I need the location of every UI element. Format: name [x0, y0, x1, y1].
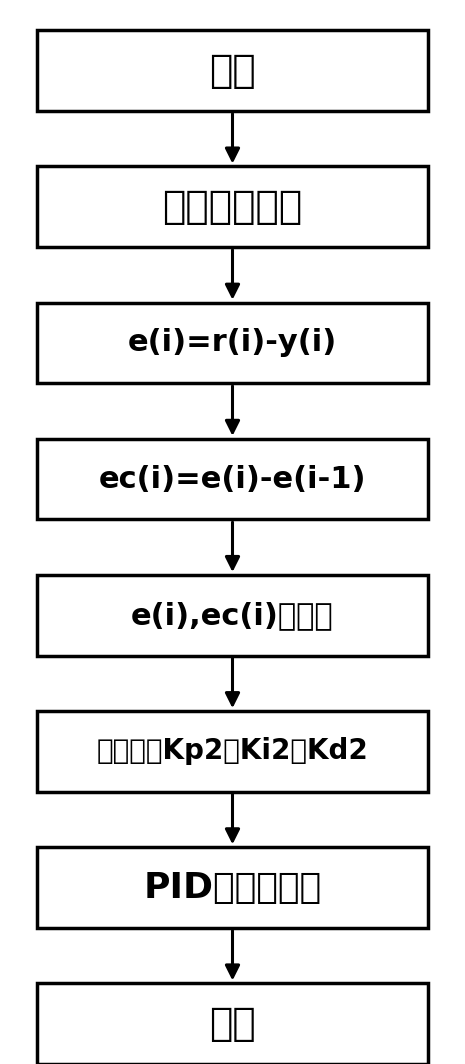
Text: e(i)=r(i)-y(i): e(i)=r(i)-y(i) — [128, 329, 337, 358]
Text: PID控制器输出: PID控制器输出 — [143, 870, 322, 904]
FancyBboxPatch shape — [37, 847, 428, 928]
FancyBboxPatch shape — [37, 983, 428, 1064]
FancyBboxPatch shape — [37, 166, 428, 247]
FancyBboxPatch shape — [37, 302, 428, 383]
Text: 返回: 返回 — [209, 1004, 256, 1043]
FancyBboxPatch shape — [37, 575, 428, 655]
FancyBboxPatch shape — [37, 711, 428, 792]
Text: 模糊整定Kp2，Ki2，Kd2: 模糊整定Kp2，Ki2，Kd2 — [97, 737, 368, 765]
Text: 取当前采样值: 取当前采样值 — [162, 187, 303, 226]
Text: 开始: 开始 — [209, 51, 256, 89]
Text: ec(i)=e(i)-e(i-1): ec(i)=e(i)-e(i-1) — [99, 465, 366, 494]
FancyBboxPatch shape — [37, 438, 428, 519]
Text: e(i),ec(i)模糊化: e(i),ec(i)模糊化 — [131, 601, 334, 630]
FancyBboxPatch shape — [37, 30, 428, 111]
